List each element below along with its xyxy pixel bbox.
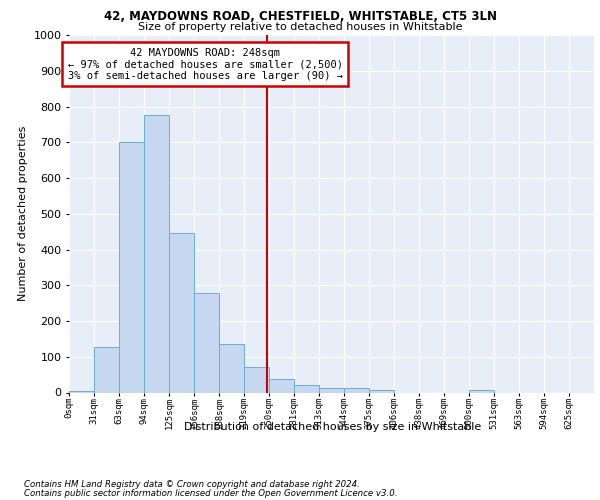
Text: Distribution of detached houses by size in Whitstable: Distribution of detached houses by size … <box>184 422 482 432</box>
Bar <box>194 294 219 392</box>
Bar <box>219 344 244 392</box>
Bar <box>94 347 119 393</box>
Bar <box>319 388 344 392</box>
Bar <box>344 388 369 392</box>
Bar <box>369 390 394 392</box>
Text: 42, MAYDOWNS ROAD, CHESTFIELD, WHITSTABLE, CT5 3LN: 42, MAYDOWNS ROAD, CHESTFIELD, WHITSTABL… <box>104 10 497 23</box>
Text: Size of property relative to detached houses in Whitstable: Size of property relative to detached ho… <box>138 22 462 32</box>
Bar <box>119 142 144 392</box>
Bar <box>69 390 94 392</box>
Text: 42 MAYDOWNS ROAD: 248sqm
← 97% of detached houses are smaller (2,500)
3% of semi: 42 MAYDOWNS ROAD: 248sqm ← 97% of detach… <box>67 48 343 80</box>
Y-axis label: Number of detached properties: Number of detached properties <box>18 126 28 302</box>
Bar <box>144 116 169 392</box>
Bar <box>244 367 269 392</box>
Bar <box>169 234 194 392</box>
Bar <box>294 384 319 392</box>
Bar <box>469 390 494 392</box>
Text: Contains HM Land Registry data © Crown copyright and database right 2024.: Contains HM Land Registry data © Crown c… <box>24 480 360 489</box>
Text: Contains public sector information licensed under the Open Government Licence v3: Contains public sector information licen… <box>24 489 398 498</box>
Bar <box>269 380 294 392</box>
